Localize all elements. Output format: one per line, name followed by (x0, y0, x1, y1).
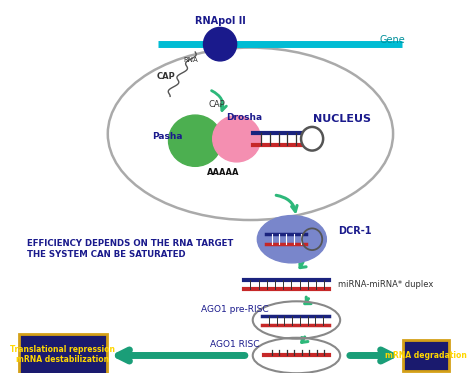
Text: AGO1 pre-RISC: AGO1 pre-RISC (201, 305, 269, 314)
Text: mRNA degradation: mRNA degradation (385, 351, 467, 360)
Text: Pasha: Pasha (152, 132, 183, 141)
Text: CAP: CAP (156, 72, 175, 81)
Text: Drosha: Drosha (226, 112, 262, 121)
Ellipse shape (213, 115, 261, 162)
Text: EFFICIENCY DEPENDS ON THE RNA TARGET
THE SYSTEM CAN BE SATURATED: EFFICIENCY DEPENDS ON THE RNA TARGET THE… (27, 240, 233, 259)
Text: RNA: RNA (183, 57, 198, 63)
Ellipse shape (169, 115, 222, 166)
Text: AAAAA: AAAAA (207, 168, 239, 177)
FancyBboxPatch shape (403, 340, 449, 371)
Text: CAP: CAP (208, 100, 225, 109)
Text: Gene: Gene (379, 35, 405, 45)
Ellipse shape (257, 215, 327, 263)
Text: NUCLEUS: NUCLEUS (313, 114, 372, 124)
FancyBboxPatch shape (19, 334, 107, 375)
Text: RNApol II: RNApol II (195, 15, 246, 26)
Text: AGO1 RISC: AGO1 RISC (210, 340, 260, 349)
Ellipse shape (203, 27, 237, 61)
Text: miRNA-miRNA* duplex: miRNA-miRNA* duplex (338, 280, 433, 289)
Text: DCR-1: DCR-1 (338, 226, 371, 237)
Text: Translational repression
mRNA destabilization: Translational repression mRNA destabiliz… (10, 345, 115, 364)
